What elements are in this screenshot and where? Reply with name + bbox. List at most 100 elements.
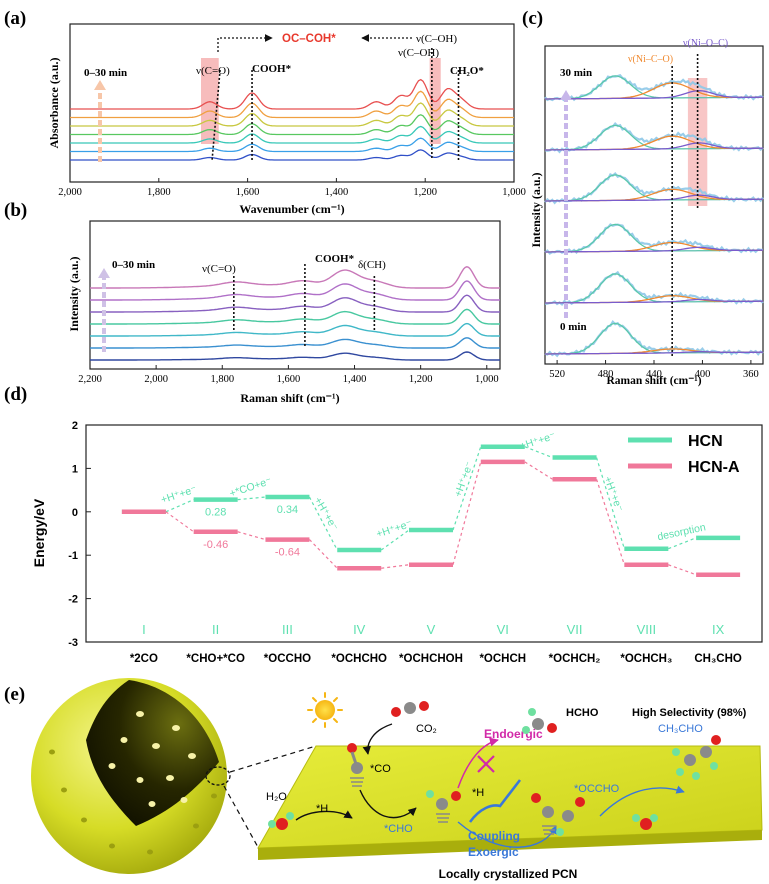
panel-a-header-right: ν(C–OH)	[416, 33, 457, 45]
x-tick-label-b-1: 2,000	[144, 374, 168, 385]
x-tick-label-b-2: 1,800	[210, 374, 234, 385]
panel-a-header: OC–COH*	[282, 33, 336, 45]
h2o-label: H₂O	[266, 791, 287, 803]
product-arrow	[599, 785, 685, 817]
spectrum-b-2	[90, 337, 500, 349]
panel-c-label: (c)	[522, 8, 543, 29]
h2-label: *H	[472, 787, 484, 799]
spectrum-b-3	[90, 322, 500, 337]
zoom-line-bottom	[223, 785, 265, 859]
category-2: *CHO+*CO	[186, 653, 245, 665]
panel-b-xlabel: Raman shift (cm⁻¹)	[240, 391, 339, 405]
spectrum-b-7	[90, 266, 500, 289]
x-tick-label-c-2: 440	[646, 369, 662, 380]
co2-adsorb-arrow	[362, 723, 393, 755]
sphere-outer-pores	[49, 749, 217, 855]
product-label: CH₃CHO	[658, 723, 703, 735]
panel-d-energy-diagram: (d) 2 1 0 -1 -2 -3 Energy/eV 0.28 0.34 -0.46 -0.…	[4, 384, 763, 665]
zoom-line-top	[229, 745, 317, 773]
hollow-sphere-illustration	[31, 678, 231, 874]
step-label-6: +H⁺+e⁻	[518, 430, 557, 453]
connector-hcn-a-1	[165, 511, 195, 533]
connector-hcn-6	[524, 446, 553, 459]
x-tick-label-a-0: 2,000	[58, 187, 82, 198]
fit-ni-o-c-c-4	[545, 194, 763, 202]
marker-line-a-1	[211, 69, 221, 161]
roman-7: VII	[567, 622, 583, 637]
panel-b-ann-dch: δ(CH)	[358, 259, 386, 271]
y-tick-label-d-5: -3	[68, 637, 78, 649]
fit-ni-o-c-c-6	[545, 90, 763, 100]
blocked-cross	[477, 755, 495, 773]
legend-hcn-label: HCN	[688, 433, 723, 450]
step-label-1: +H⁺+e⁻	[160, 483, 199, 506]
sphere-pores	[108, 711, 196, 807]
x-tick-label-c-4: 360	[743, 369, 759, 380]
panel-d-legend: HCN HCN-A	[628, 433, 740, 476]
hcho-label: HCHO	[566, 707, 599, 719]
step-label-3: +H⁺+e⁻	[312, 495, 341, 533]
exoergic-label: Exoergic	[468, 845, 519, 859]
panel-d-y-ticks: 2 1 0 -1 -2 -3	[68, 420, 91, 649]
highlight-band-1	[200, 58, 219, 144]
panel-a-ann-coh: ν(C–OH)	[398, 47, 439, 59]
spectrum-b-1	[90, 351, 500, 361]
panel-c-x-ticks: 520 480 440 400 360	[549, 360, 759, 380]
spectrum-a-3	[70, 125, 514, 144]
co2-label: CO₂	[416, 723, 437, 735]
connector-hcn-a-7	[595, 479, 625, 565]
connector-hcn-a-6	[524, 461, 553, 480]
fit-ni-o-c-c-2	[545, 298, 763, 304]
panel-d-category-labels: *2CO *CHO+*CO *OCCHO *OCHCHO *OCHCHOH *OCHCH *…	[130, 653, 742, 665]
value-label-3: -0.46	[203, 539, 228, 551]
step-label-7: +H⁺+e⁻	[601, 475, 625, 514]
panel-c-spectra	[544, 74, 764, 358]
panel-b-ann-cooh: COOH*	[315, 253, 355, 265]
sphere-cutaway	[86, 680, 219, 826]
panel-e-label: (e)	[4, 684, 25, 705]
panel-b-time-arrowhead	[98, 268, 110, 278]
category-4: *OCHCHO	[331, 653, 387, 665]
endoergic-label: Endoergic	[484, 727, 543, 741]
category-5: *OCHCHOH	[399, 653, 463, 665]
spectrum-a-7	[70, 78, 514, 110]
ch3cho-molecule	[672, 735, 721, 780]
panel-d-step-labels: +H⁺+e⁻ +*CO+e⁻+H⁺+e⁻ +H⁺+e⁻+H⁺+e⁻+H⁺+e⁻+H⁺…	[160, 430, 707, 544]
connector-hcn-7	[595, 457, 625, 549]
panel-c-ann-nioc: ν(Ni–O–C)	[683, 38, 728, 49]
spectrum-a-1	[70, 149, 514, 161]
connector-hcn-8	[668, 537, 697, 550]
cho-adsorbate	[426, 790, 461, 823]
connector-hcn-a-8	[668, 564, 697, 576]
co2-molecule	[391, 701, 429, 717]
h-label: *H	[316, 803, 328, 815]
spectrum-a-6	[70, 90, 514, 119]
selectivity-label: High Selectivity (98%)	[632, 707, 747, 719]
y-tick-label-d-0: 2	[72, 420, 78, 432]
panel-b-label: (b)	[4, 200, 27, 221]
category-3: *OCCHO	[264, 653, 311, 665]
y-tick-label-d-4: -2	[68, 594, 78, 606]
x-tick-label-c-0: 520	[549, 369, 565, 380]
panel-a-frame	[69, 23, 515, 183]
category-9: CH₃CHO	[694, 653, 742, 665]
co-label: *CO	[370, 763, 391, 775]
panel-b-spectra	[90, 266, 500, 361]
spectrum-b-6	[90, 280, 500, 301]
value-label-2: 0.34	[277, 504, 298, 516]
connector-hcn-a-2	[237, 531, 266, 541]
sun-icon	[307, 692, 343, 728]
panel-a-spectra	[70, 78, 514, 161]
x-tick-label-a-5: 1,000	[502, 187, 526, 198]
roman-2: II	[212, 622, 219, 637]
panel-a-highlight-bands	[200, 58, 441, 144]
connector-hcn-1	[165, 499, 194, 513]
panel-a-time-arrowhead	[94, 80, 106, 90]
x-tick-label-c-1: 480	[598, 369, 614, 380]
panel-b-ann-co: ν(C=O)	[202, 263, 236, 275]
roman-3: III	[282, 622, 293, 637]
panel-d-connectors	[165, 446, 697, 576]
value-label-1: 0.28	[205, 507, 226, 519]
x-tick-label-a-4: 1,200	[413, 187, 437, 198]
pcn-substrate	[257, 745, 763, 860]
